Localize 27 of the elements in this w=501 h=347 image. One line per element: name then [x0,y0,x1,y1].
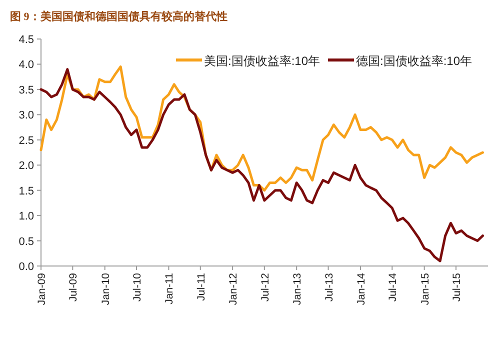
x-tick-label: Jul-09 [68,272,80,302]
x-tick-label: Jul-11 [195,272,208,301]
y-tick-label: 2.0 [18,160,34,172]
x-tick-label: Jul-15 [450,272,463,302]
chart-title: 图 9：美国国债和德国国债具有较高的替代性 [10,10,228,23]
y-tick-label: 4.5 [18,34,34,46]
x-tick-label: Jan-09 [36,272,48,306]
x-tick-label: Jul-13 [323,272,336,302]
y-tick-label: 1.5 [18,185,34,198]
x-tick-label: Jul-14 [387,272,400,302]
y-tick-label: 2.5 [18,134,34,147]
legend-label: 美国:国债收益率:10年 [204,54,320,68]
x-tick-label: Jan-13 [292,272,304,306]
legend-label: 德国:国债收益率:10年 [356,54,472,68]
x-tick-label: Jul-12 [259,272,272,302]
x-tick-label: Jan-12 [228,272,240,306]
y-tick-label: 0.5 [18,236,34,248]
y-tick-label: 3.5 [18,84,34,96]
x-tick-label: Jan-11 [164,272,176,304]
y-tick-label: 0.0 [18,261,34,273]
x-tick-label: Jul-10 [132,272,144,302]
x-tick-label: Jan-14 [355,272,368,306]
y-tick-label: 3.0 [18,110,34,122]
y-tick-label: 1.0 [18,210,34,223]
x-tick-label: Jan-15 [419,272,432,306]
x-tick-label: Jan-10 [100,272,112,306]
y-tick-label: 4.0 [18,59,34,72]
